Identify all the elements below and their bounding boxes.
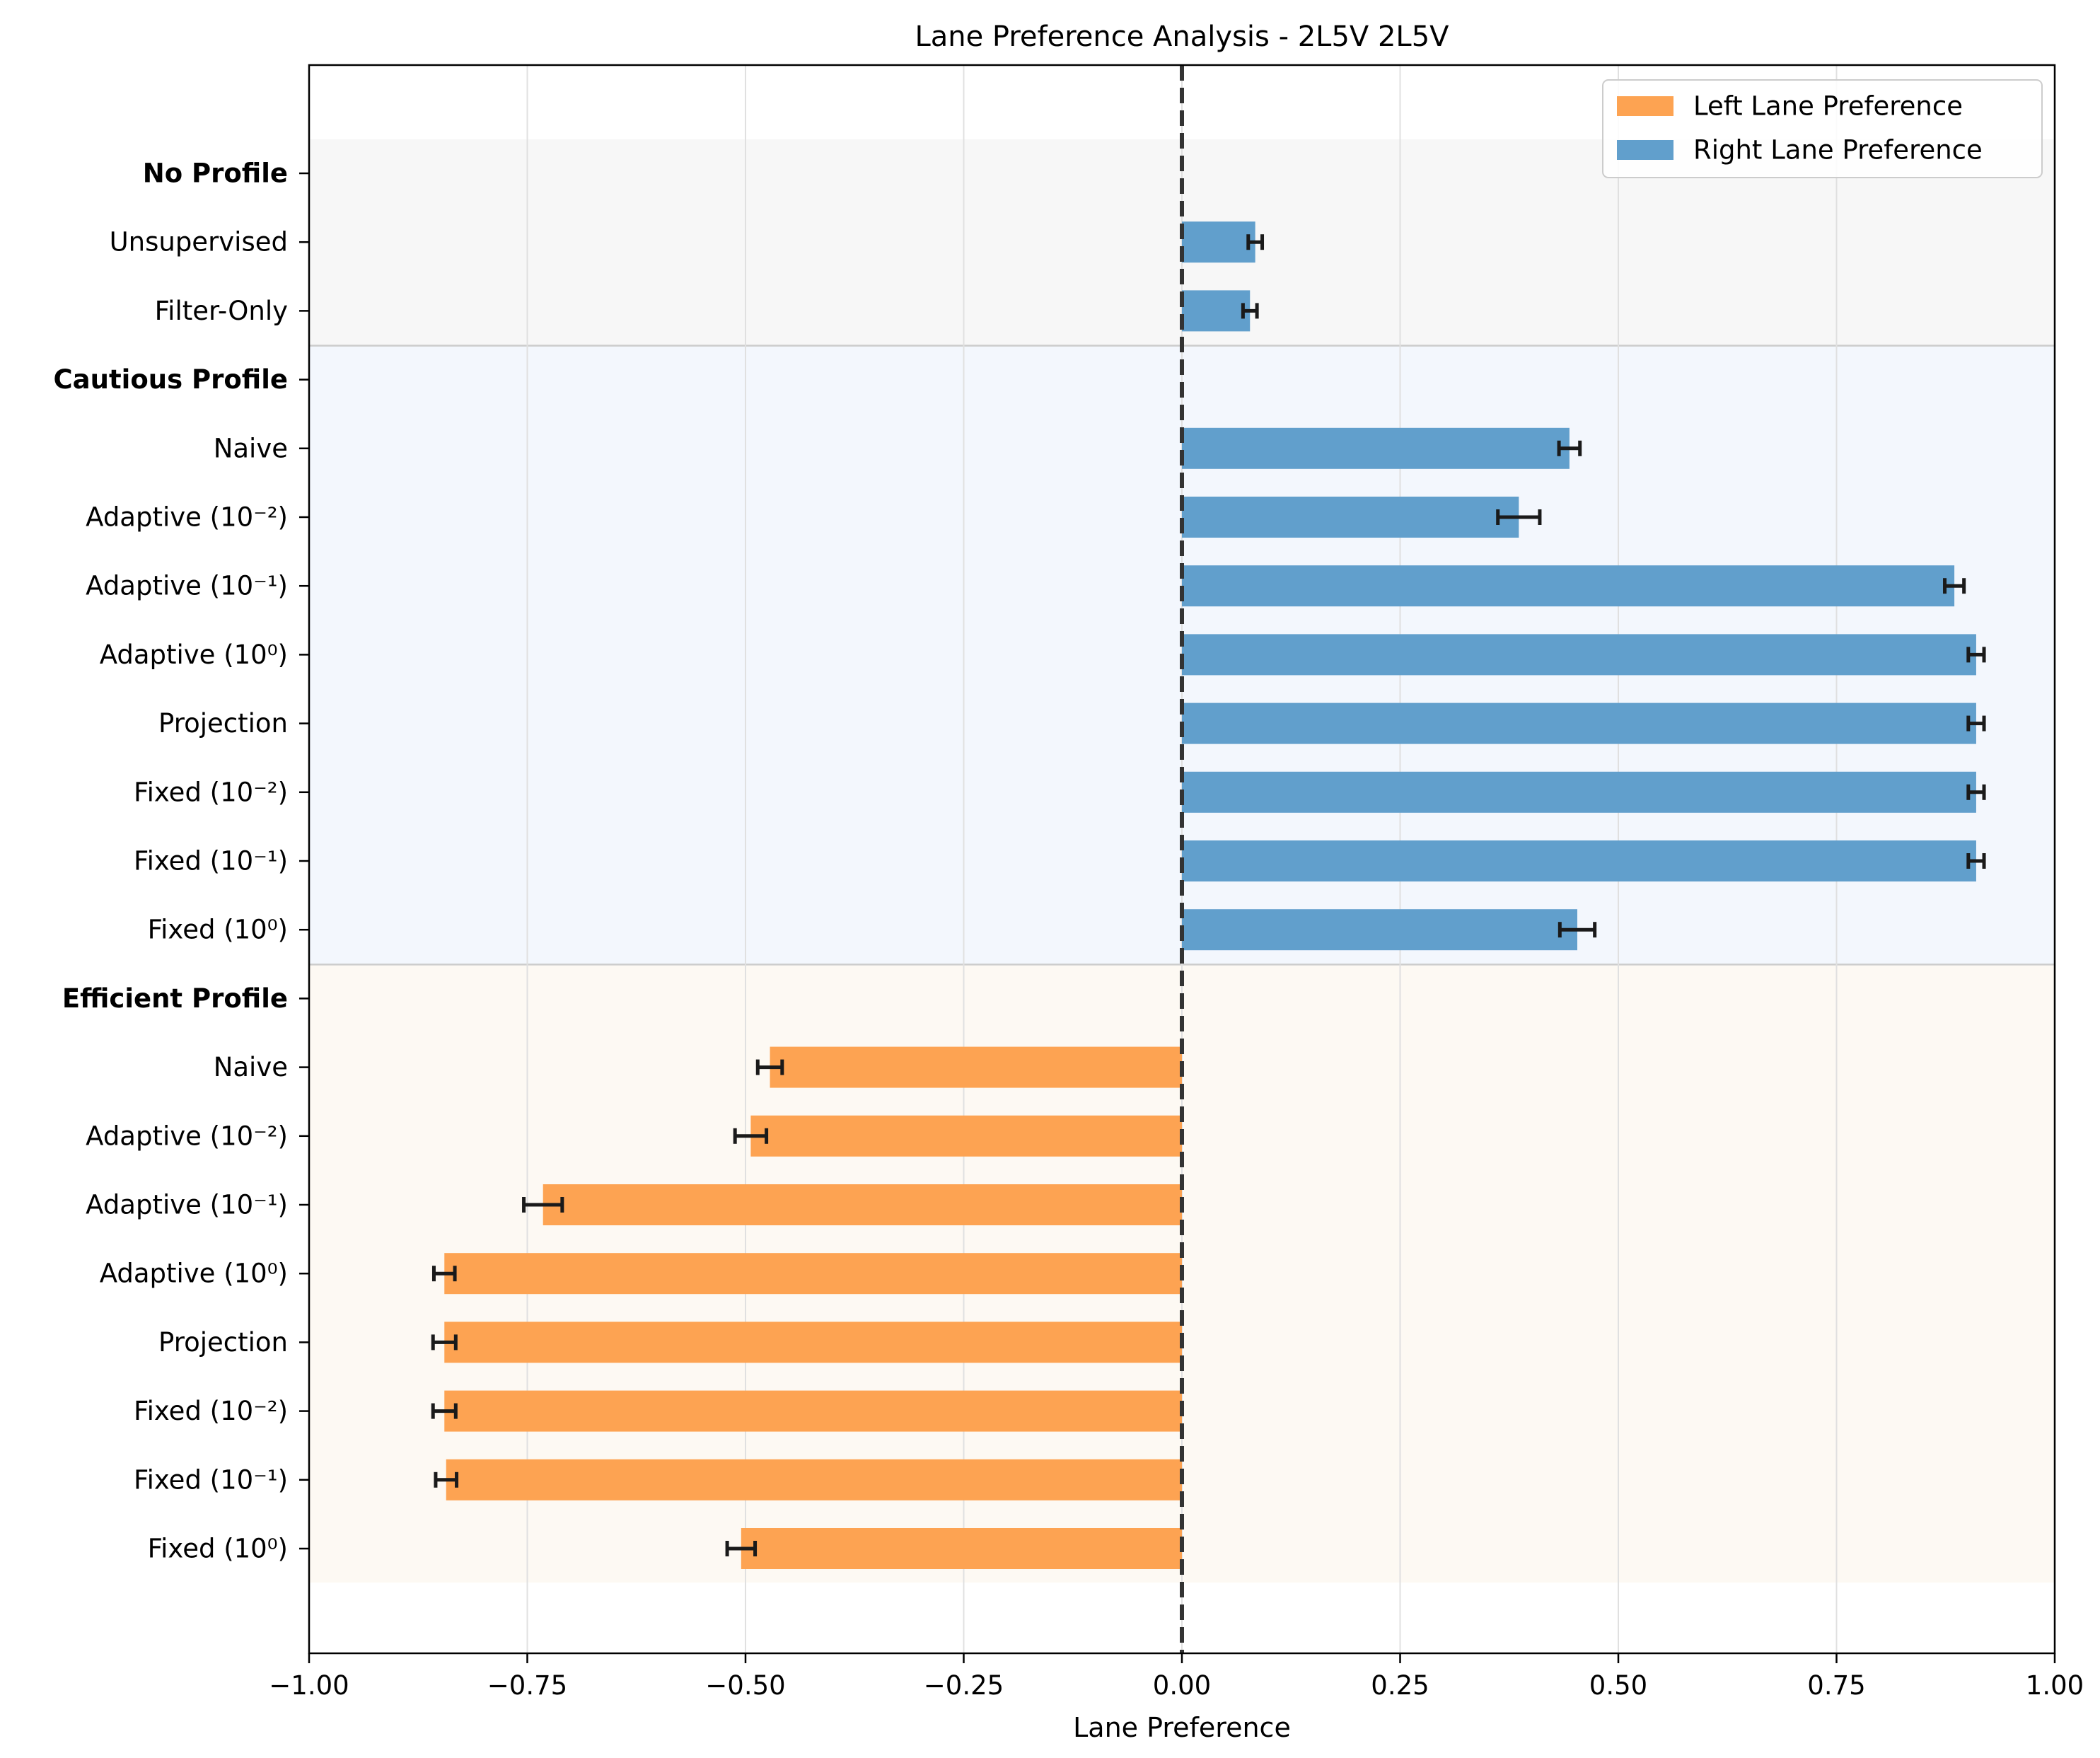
y-tick-label: Fixed (10⁻¹): [134, 846, 288, 877]
legend-swatch: [1617, 140, 1673, 160]
x-tick-label: 0.25: [1371, 1670, 1429, 1701]
legend: Left Lane Preference Right Lane Preferenc…: [1602, 79, 2043, 178]
right-lane-bar: [1182, 290, 1251, 332]
right-lane-bar: [1182, 497, 1519, 538]
y-tick-label: Unsupervised: [110, 227, 288, 258]
left-lane-bar: [446, 1459, 1182, 1500]
x-tick-label: 0.75: [1807, 1670, 1865, 1701]
bars: [444, 221, 1976, 1569]
y-tick-label: Filter-Only: [155, 296, 288, 326]
y-tick-labels: No Profile Unsupervised Filter-Only Cautiou…: [54, 158, 309, 1564]
y-tick-label: Naive: [214, 1052, 288, 1082]
left-lane-bar: [444, 1253, 1182, 1295]
x-tick-label: −0.50: [705, 1670, 785, 1701]
right-lane-bar: [1182, 702, 1976, 744]
right-lane-bar: [1182, 909, 1578, 951]
left-lane-bar: [741, 1528, 1182, 1569]
left-lane-bar: [543, 1184, 1182, 1225]
legend-box: [1602, 79, 2043, 178]
chart-title: Lane Preference Analysis - 2L5V 2L5V: [915, 21, 1449, 53]
y-tick-label: Adaptive (10⁻²): [86, 1121, 288, 1151]
right-lane-bar: [1182, 771, 1976, 813]
x-tick-label: 0.50: [1589, 1670, 1647, 1701]
y-tick-label: Adaptive (10⁻¹): [86, 1190, 288, 1220]
left-lane-bar: [750, 1115, 1182, 1157]
x-tick-label: −1.00: [269, 1670, 349, 1701]
y-tick-label: Adaptive (10⁰): [100, 1259, 288, 1289]
right-lane-bar: [1182, 840, 1976, 881]
legend-label: Left Lane Preference: [1693, 91, 1963, 122]
y-tick-label: Projection: [158, 1327, 288, 1358]
y-tick-label: Naive: [214, 433, 288, 463]
right-lane-bar: [1182, 634, 1976, 676]
y-tick-label: Fixed (10⁻²): [134, 1396, 288, 1426]
y-tick-label: Fixed (10⁻²): [134, 777, 288, 807]
y-tick-label: Adaptive (10⁻²): [86, 502, 288, 533]
error-bars: [431, 234, 1986, 1556]
left-lane-bar: [444, 1322, 1182, 1363]
left-lane-bar: [770, 1046, 1182, 1088]
y-tick-label: Adaptive (10⁰): [100, 640, 288, 670]
group-header-label: Efficient Profile: [62, 983, 288, 1014]
legend-label: Right Lane Preference: [1693, 135, 1983, 166]
x-tick-label: −0.25: [924, 1670, 1004, 1701]
y-tick-label: Fixed (10⁻¹): [134, 1464, 288, 1495]
y-tick-label: Fixed (10⁰): [148, 915, 288, 945]
group-header-label: No Profile: [143, 158, 288, 189]
right-lane-bar: [1182, 427, 1570, 469]
right-lane-bar: [1182, 221, 1255, 263]
x-tick-label: 0.00: [1153, 1670, 1211, 1701]
right-lane-bar: [1182, 565, 1955, 607]
x-tick-label: 1.00: [2026, 1670, 2084, 1701]
legend-swatch: [1617, 96, 1673, 116]
y-tick-label: Projection: [158, 708, 288, 739]
group-header-label: Cautious Profile: [54, 364, 288, 395]
left-lane-bar: [444, 1390, 1182, 1432]
y-tick-label: Adaptive (10⁻¹): [86, 571, 288, 601]
x-tick-labels: −1.00 −0.75 −0.50 −0.25 0.00 0.25 0.50 0.75 1.00: [269, 1653, 2084, 1701]
x-tick-label: −0.75: [487, 1670, 567, 1701]
x-axis-label: Lane Preference: [1073, 1712, 1291, 1743]
y-tick-label: Fixed (10⁰): [148, 1534, 288, 1564]
